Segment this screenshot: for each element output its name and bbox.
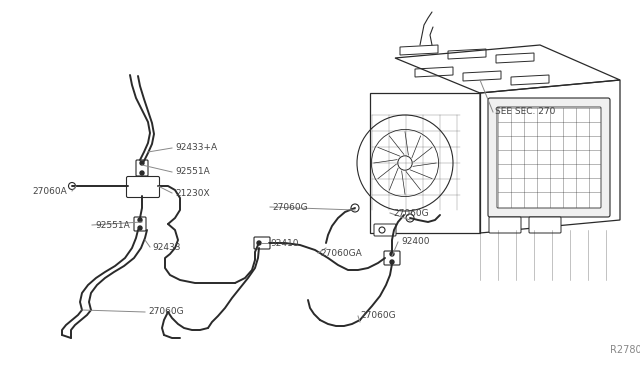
FancyBboxPatch shape: [374, 224, 396, 236]
Text: 92551A: 92551A: [175, 167, 210, 176]
Text: 92400: 92400: [401, 237, 429, 247]
FancyBboxPatch shape: [136, 160, 148, 176]
FancyBboxPatch shape: [529, 217, 561, 233]
Text: 27060GA: 27060GA: [320, 248, 362, 257]
Circle shape: [390, 252, 394, 256]
Text: 92433: 92433: [152, 243, 180, 251]
Text: 92410: 92410: [270, 238, 298, 247]
Text: SEE SEC. 270: SEE SEC. 270: [495, 108, 556, 116]
Circle shape: [138, 218, 142, 222]
Circle shape: [140, 171, 144, 175]
Text: 27060A: 27060A: [32, 186, 67, 196]
Text: 27060G: 27060G: [148, 308, 184, 317]
Text: 21230X: 21230X: [175, 189, 210, 198]
Text: R278004M: R278004M: [610, 345, 640, 355]
Text: 27060G: 27060G: [393, 208, 429, 218]
Circle shape: [140, 161, 144, 165]
Text: 92551A: 92551A: [95, 221, 130, 230]
FancyBboxPatch shape: [488, 98, 610, 217]
FancyBboxPatch shape: [134, 217, 146, 231]
FancyBboxPatch shape: [384, 251, 400, 265]
FancyBboxPatch shape: [127, 176, 159, 198]
FancyBboxPatch shape: [497, 107, 601, 208]
FancyBboxPatch shape: [254, 237, 270, 249]
Text: 92433+A: 92433+A: [175, 144, 217, 153]
Text: 27060G: 27060G: [272, 202, 308, 212]
Text: 27060G: 27060G: [360, 311, 396, 321]
Circle shape: [257, 241, 261, 245]
FancyBboxPatch shape: [489, 217, 521, 233]
Circle shape: [138, 226, 142, 230]
Circle shape: [390, 260, 394, 264]
